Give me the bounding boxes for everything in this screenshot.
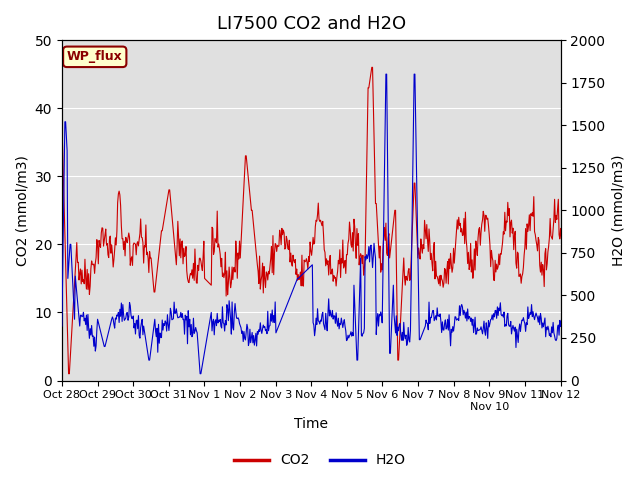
Legend: CO2, H2O: CO2, H2O [228, 448, 412, 473]
Y-axis label: CO2 (mmol/m3): CO2 (mmol/m3) [15, 155, 29, 266]
Title: LI7500 CO2 and H2O: LI7500 CO2 and H2O [217, 15, 406, 33]
X-axis label: Time: Time [294, 418, 328, 432]
Text: WP_flux: WP_flux [67, 50, 123, 63]
Y-axis label: H2O (mmol/m3): H2O (mmol/m3) [611, 155, 625, 266]
